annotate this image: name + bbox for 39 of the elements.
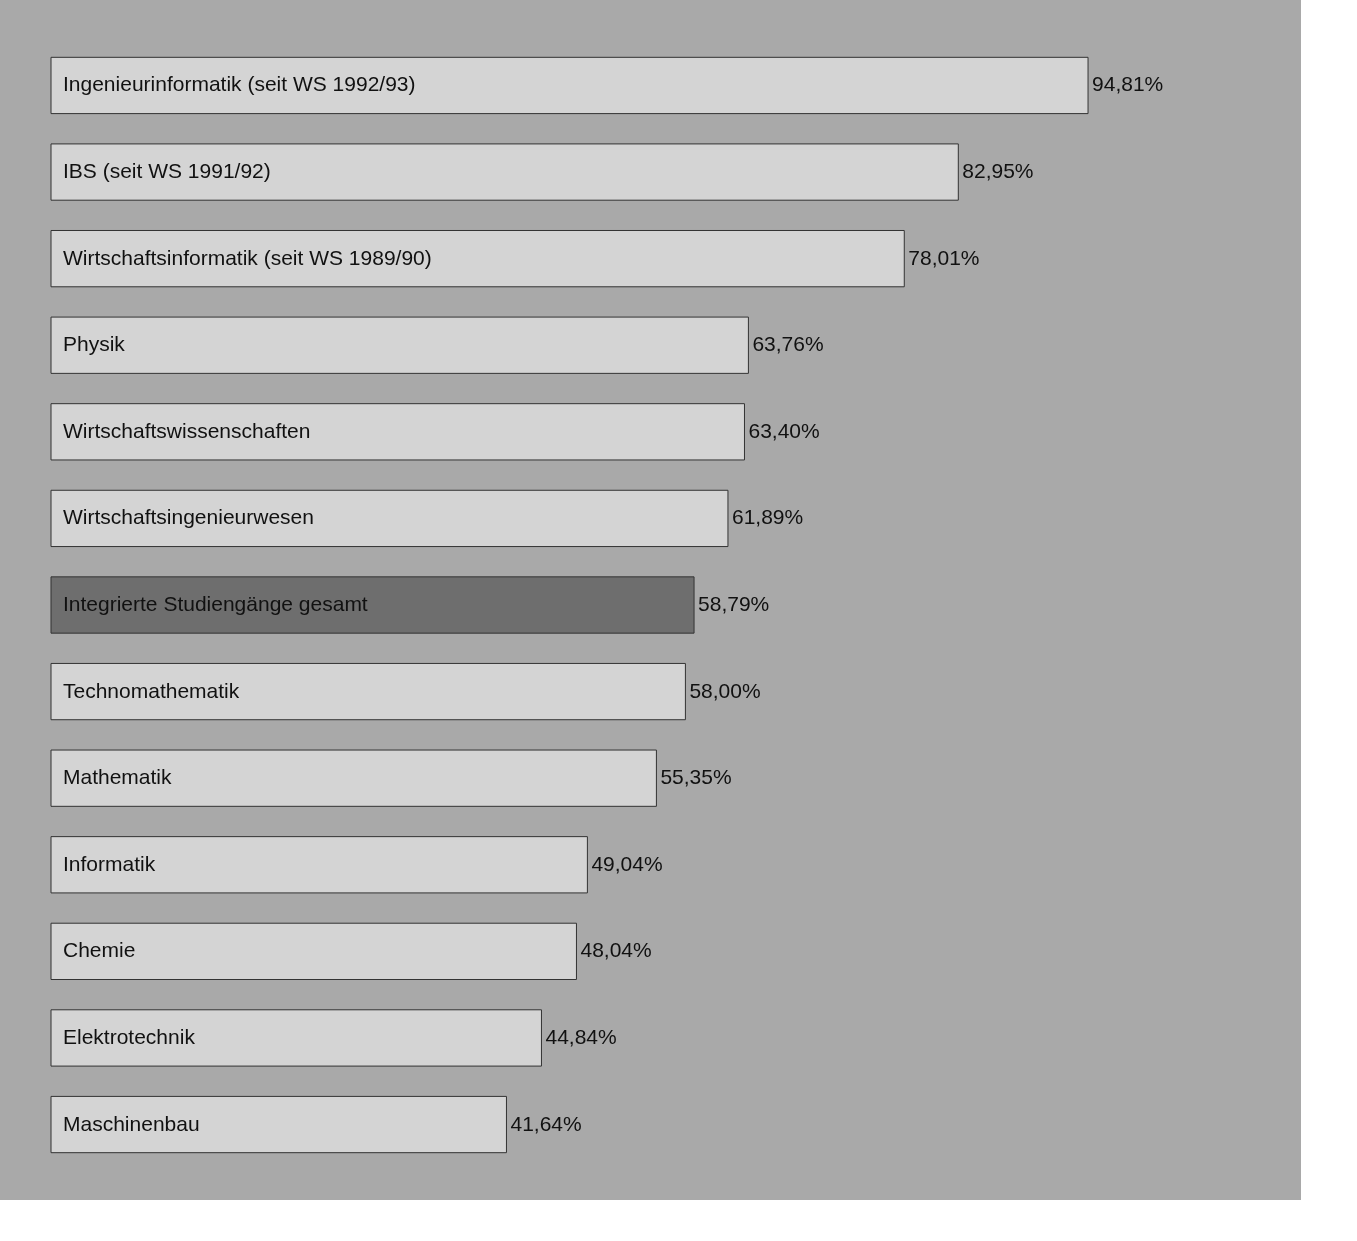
data-label: 58,00% — [689, 678, 761, 702]
data-label: 44,84% — [545, 1024, 617, 1048]
data-label: 78,01% — [908, 245, 980, 269]
data-label: 41,64% — [510, 1111, 582, 1135]
data-label: 58,79% — [698, 592, 770, 615]
bar — [50, 403, 745, 461]
y-tick-label: Physik — [63, 332, 126, 356]
y-tick-label: Chemie — [63, 938, 136, 962]
data-label: 63,40% — [748, 418, 820, 442]
bar — [50, 662, 686, 721]
bar — [50, 576, 695, 634]
data-label: 48,04% — [580, 938, 652, 962]
data-label: 55,35% — [660, 765, 732, 789]
bar — [50, 922, 577, 980]
y-tick-label: Wirtschaftsingenieurwesen — [63, 505, 314, 529]
bar — [50, 489, 729, 548]
bar — [50, 749, 657, 807]
y-tick-label: Informatik — [63, 851, 156, 875]
bar — [50, 230, 905, 288]
y-tick-label: IBS (seit WS 1991/92) — [63, 159, 271, 183]
bar — [50, 836, 588, 894]
data-label: 49,04% — [591, 851, 663, 875]
y-tick-label: Technomathematik — [63, 678, 240, 702]
y-tick-label: Integrierte Studiengänge gesamt — [63, 592, 368, 615]
y-tick-label: Wirtschaftswissenschaften — [63, 418, 311, 442]
bar — [50, 143, 959, 201]
data-label: 63,76% — [752, 332, 824, 356]
y-tick-label: Mathematik — [63, 765, 173, 789]
data-label: 61,89% — [731, 505, 804, 529]
y-tick-label: Maschinenbau — [63, 1111, 200, 1135]
bar — [50, 1095, 507, 1154]
bar — [50, 316, 749, 374]
y-tick-label: Wirtschaftsinformatik (seit WS 1989/90) — [63, 245, 432, 269]
y-tick-label: Elektrotechnik — [63, 1024, 196, 1048]
data-label: 94,81% — [1092, 72, 1164, 96]
bar — [50, 56, 1089, 115]
bar — [50, 1009, 542, 1067]
y-tick-label: Ingenieurinformatik (seit WS 1992/93) — [63, 72, 416, 96]
data-label: 82,95% — [962, 159, 1034, 183]
